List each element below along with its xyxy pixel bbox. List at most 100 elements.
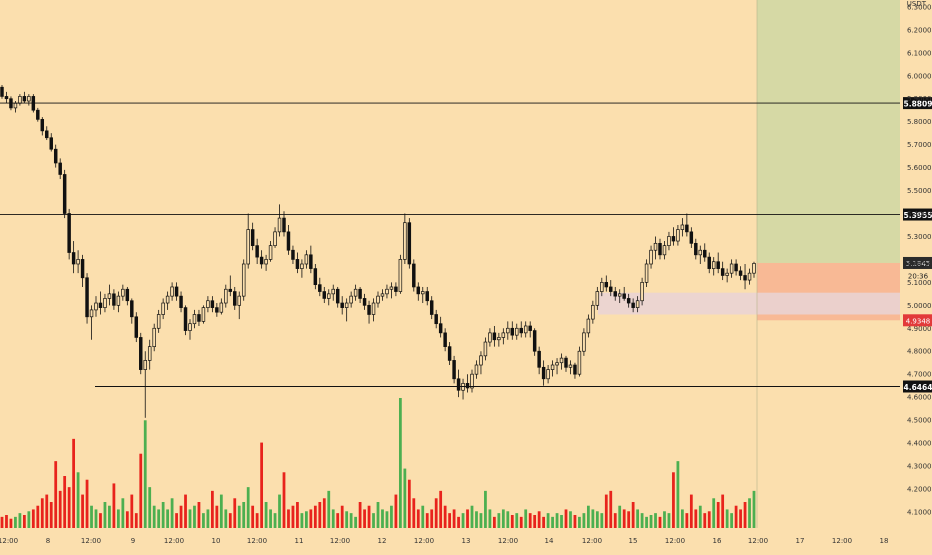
- candle: [720, 261, 725, 281]
- volume-bar: [537, 511, 541, 528]
- candle: [667, 231, 671, 251]
- volume-bar: [654, 513, 657, 528]
- volume-bar: [36, 505, 40, 528]
- target-zone[interactable]: [757, 0, 900, 263]
- volume-bar: [636, 509, 640, 528]
- volume-bar: [188, 509, 192, 528]
- candle: [188, 319, 192, 340]
- x-tick-label: 12:00: [164, 537, 184, 545]
- candle: [725, 268, 729, 283]
- candle: [617, 289, 622, 304]
- volume-bar: [640, 513, 644, 528]
- level-label: 5.8809: [904, 100, 932, 109]
- volume-bar: [448, 513, 452, 528]
- candle: [385, 284, 389, 299]
- x-tick-label: 12:00: [247, 537, 267, 545]
- volume-bar: [676, 461, 680, 528]
- y-tick-label: 5.7000: [907, 141, 932, 149]
- candle: [174, 282, 179, 301]
- candle: [452, 355, 456, 384]
- volume-bar: [515, 513, 519, 528]
- volume-bar: [398, 398, 402, 528]
- x-tick-label: 17: [796, 537, 805, 545]
- x-tick-label: 12:00: [498, 537, 518, 545]
- price-tag: 5.1845: [903, 256, 932, 269]
- volume-bar: [555, 513, 559, 528]
- y-tick-label: 6.1000: [907, 49, 932, 57]
- candle: [707, 252, 711, 274]
- candle: [532, 328, 537, 356]
- candle: [519, 321, 523, 338]
- x-tick-label: 13: [462, 537, 471, 545]
- volume-bar: [27, 511, 31, 528]
- level-tag: 5.8809: [903, 97, 932, 110]
- candles: [0, 84, 756, 418]
- volume-bar: [108, 505, 111, 528]
- candle: [103, 293, 107, 313]
- candle: [515, 323, 519, 340]
- x-tick-label: 12:00: [665, 537, 685, 545]
- volume-bar: [336, 513, 340, 528]
- level-label: 4.6464: [904, 383, 932, 392]
- candle: [555, 358, 559, 375]
- horizontal-levels[interactable]: 5.8809 5.3955 4.6464: [0, 97, 932, 393]
- candle: [635, 296, 640, 313]
- volume-bar: [161, 502, 165, 528]
- volume-bar: [390, 505, 393, 528]
- candle: [228, 275, 233, 297]
- candle: [309, 245, 313, 274]
- candle: [327, 289, 331, 306]
- candle: [425, 286, 429, 306]
- volume-bar: [99, 513, 102, 528]
- volume-bar: [604, 494, 608, 528]
- volume-bar: [542, 516, 546, 528]
- volume-bar: [578, 516, 581, 528]
- candle: [371, 298, 376, 322]
- candle: [210, 296, 215, 313]
- volume-bar: [313, 505, 317, 528]
- volume-bar: [595, 511, 599, 528]
- volume-bar: [609, 490, 613, 528]
- candle: [67, 208, 71, 260]
- volume-bar: [475, 511, 478, 528]
- x-tick-label: 8: [46, 537, 50, 545]
- volume-bar: [224, 509, 228, 528]
- volume-bar: [309, 509, 313, 528]
- time-axis[interactable]: 12:00 8 12:00 9 12:00 10 12:00 11 12:00 12 12:00 13…: [0, 537, 888, 545]
- price-axis[interactable]: USDT 6.3000 6.2000 6.1000 6.0000 5.9000 5.800…: [907, 0, 932, 516]
- candle: [179, 291, 183, 313]
- volume-bar: [506, 511, 510, 528]
- candle: [389, 282, 394, 299]
- y-tick-label: 5.8000: [907, 118, 932, 126]
- candle: [577, 346, 582, 377]
- volume-bar: [246, 487, 250, 528]
- support-zone[interactable]: [598, 292, 900, 315]
- volume-bar: [260, 442, 264, 528]
- volume-bar: [712, 498, 716, 528]
- volume-bar: [58, 490, 62, 528]
- candle: [58, 158, 62, 180]
- price-tag: 4.9348: [903, 314, 932, 327]
- volume-bar: [743, 502, 747, 528]
- y-tick-label: 4.9000: [907, 325, 932, 333]
- candle: [241, 259, 246, 301]
- volume-bar: [264, 502, 268, 528]
- candle: [116, 291, 121, 313]
- volume-bar: [519, 516, 523, 528]
- x-tick-label: 14: [545, 537, 554, 545]
- candle: [416, 282, 421, 301]
- candle: [622, 286, 626, 301]
- candle: [609, 280, 613, 297]
- x-tick-label: 16: [713, 537, 722, 545]
- volume-bar: [233, 498, 237, 528]
- y-tick-label: 4.2000: [907, 485, 932, 493]
- candle: [541, 360, 546, 386]
- volume-bar: [22, 515, 26, 528]
- y-tick-label: 4.3000: [907, 463, 932, 471]
- candle: [233, 286, 237, 310]
- volume-bar: [694, 509, 698, 528]
- candle: [582, 328, 586, 356]
- candle: [443, 328, 447, 352]
